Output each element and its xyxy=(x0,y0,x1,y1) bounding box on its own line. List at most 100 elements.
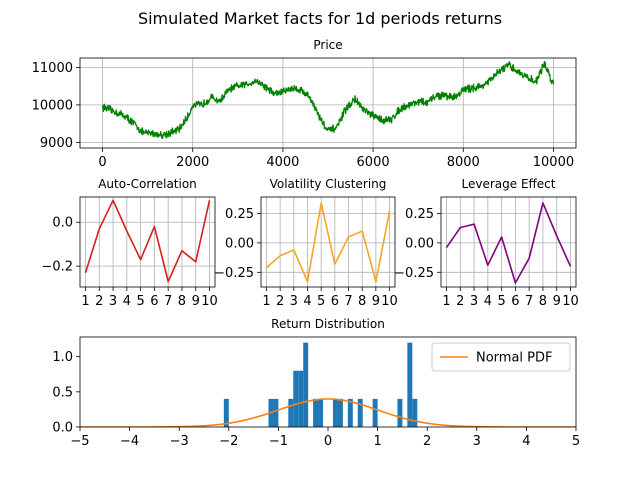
autocorr-xtick-label: 10 xyxy=(201,294,218,309)
chart-leverage: 1 2 3 4 5 6 7 8 9 10 −0.25 0.00 0.25 Leverage Effect xyxy=(394,177,579,309)
chart-price: 0 2000 4000 6000 8000 10000 9000 10000 11000 Pric… xyxy=(32,38,577,170)
retdist-bar xyxy=(407,342,413,427)
retdist-bar xyxy=(412,398,418,427)
chart-volclust: 1 2 3 4 5 6 7 8 9 10 −0.25 0.00 0.25 Volatility Clust… xyxy=(214,177,398,309)
leverage-axes-frame xyxy=(440,196,577,288)
retdist-bar xyxy=(288,398,294,427)
price-ytick-label: 11000 xyxy=(32,61,73,76)
price-xtick-label: 0 xyxy=(98,155,106,170)
retdist-ytick-label: 0.5 xyxy=(52,385,73,400)
volclust-xtick-label: 9 xyxy=(372,294,380,309)
retdist-bar xyxy=(372,398,378,427)
price-series-line xyxy=(101,61,555,140)
retdist-xtick-label: 4 xyxy=(522,434,530,449)
leverage-xtick-label: 8 xyxy=(539,294,547,309)
retdist-ytick-label: 0.0 xyxy=(52,421,73,436)
autocorr-xtick-label: 9 xyxy=(192,294,200,309)
volclust-xtick-label: 4 xyxy=(303,294,311,309)
leverage-xtick-label: 10 xyxy=(562,294,579,309)
retdist-xtick-label: 5 xyxy=(572,434,580,449)
retdist-bar xyxy=(332,398,338,427)
retdist-bar xyxy=(298,370,304,427)
retdist-xtick-label: −3 xyxy=(170,434,189,449)
leverage-title: Leverage Effect xyxy=(462,177,556,191)
volclust-series-line xyxy=(265,202,391,283)
leverage-ytick-label: 0.25 xyxy=(405,207,434,222)
price-xtick-label: 2000 xyxy=(176,155,209,170)
volclust-xtick-label: 8 xyxy=(358,294,366,309)
autocorr-series-line xyxy=(84,199,211,283)
volclust-ytick-label: 0.00 xyxy=(225,236,254,251)
volclust-plot-area xyxy=(265,202,391,283)
figure-title: Simulated Market facts for 1d periods re… xyxy=(138,9,502,28)
retdist-xtick-label: −1 xyxy=(269,434,288,449)
retdist-xtick-label: 3 xyxy=(473,434,481,449)
retdist-bar xyxy=(223,398,229,427)
volclust-ytick-label: −0.25 xyxy=(214,266,254,281)
autocorr-axes-frame xyxy=(79,196,216,288)
autocorr-ytick-label: −0.2 xyxy=(41,260,73,275)
autocorr-ytick-label: 0.0 xyxy=(52,216,73,231)
leverage-series-line xyxy=(445,202,572,284)
retdist-bar xyxy=(318,398,324,427)
retdist-legend-label: Normal PDF xyxy=(476,351,553,366)
volclust-title: Volatility Clustering xyxy=(270,177,387,191)
retdist-bar xyxy=(347,398,353,427)
autocorr-xtick-label: 3 xyxy=(109,294,117,309)
volclust-xtick-label: 2 xyxy=(276,294,284,309)
autocorr-title: Auto-Correlation xyxy=(98,177,197,191)
retdist-xtick-label: −5 xyxy=(70,434,89,449)
volclust-xtick-label: 6 xyxy=(331,294,339,309)
leverage-xtick-label: 9 xyxy=(553,294,561,309)
chart-autocorr: 1 2 3 4 5 6 7 8 9 10 −0.2 0.0 Auto-Correlation xyxy=(41,177,217,309)
retdist-bar xyxy=(293,370,299,427)
autocorr-xtick-label: 7 xyxy=(164,294,172,309)
price-title: Price xyxy=(313,38,342,52)
retdist-legend-box xyxy=(431,342,571,372)
chart-retdist: −5 −4 −3 −2 −1 0 1 2 3 4 5 0.0 0.5 1.0 Return Distribu… xyxy=(52,317,580,449)
volclust-xtick-label: 7 xyxy=(344,294,352,309)
retdist-legend: Normal PDF xyxy=(431,342,571,372)
retdist-bar xyxy=(337,398,343,427)
retdist-xtick-label: −4 xyxy=(120,434,139,449)
leverage-xtick-label: 3 xyxy=(470,294,478,309)
retdist-bar xyxy=(303,342,309,427)
volclust-xtick-label: 5 xyxy=(317,294,325,309)
price-xtick-label: 4000 xyxy=(266,155,299,170)
leverage-ytick-label: 0.00 xyxy=(405,236,434,251)
autocorr-xtick-label: 1 xyxy=(81,294,89,309)
price-ytick-label: 9000 xyxy=(40,136,73,151)
volclust-axes-frame xyxy=(260,196,396,288)
volclust-xtick-label: 10 xyxy=(381,294,398,309)
retdist-xtick-label: 1 xyxy=(373,434,381,449)
volclust-xtick-label: 3 xyxy=(290,294,298,309)
price-xtick-label: 10000 xyxy=(533,155,574,170)
leverage-xtick-label: 6 xyxy=(511,294,519,309)
leverage-xtick-label: 7 xyxy=(525,294,533,309)
retdist-bar xyxy=(397,398,403,427)
retdist-xtick-label: 2 xyxy=(423,434,431,449)
leverage-xtick-label: 1 xyxy=(442,294,450,309)
price-plot-area xyxy=(101,61,555,140)
volclust-xtick-label: 1 xyxy=(262,294,270,309)
autocorr-plot-area xyxy=(84,199,211,283)
retdist-title: Return Distribution xyxy=(271,317,385,331)
volclust-axes-background xyxy=(261,197,395,287)
retdist-ytick-label: 1.0 xyxy=(52,350,73,365)
retdist-bar xyxy=(313,398,319,427)
leverage-xtick-label: 2 xyxy=(456,294,464,309)
autocorr-xtick-label: 5 xyxy=(136,294,144,309)
retdist-bar xyxy=(357,398,363,427)
price-axes-frame xyxy=(79,57,577,149)
retdist-xtick-label: −2 xyxy=(219,434,238,449)
volclust-ytick-label: 0.25 xyxy=(225,207,254,222)
price-axes-background xyxy=(80,58,576,148)
price-xtick-label: 8000 xyxy=(447,155,480,170)
price-ytick-label: 10000 xyxy=(32,98,73,113)
retdist-bar xyxy=(273,398,279,427)
price-xtick-label: 6000 xyxy=(357,155,390,170)
leverage-xtick-label: 5 xyxy=(497,294,505,309)
retdist-xtick-label: 0 xyxy=(324,434,332,449)
leverage-xtick-label: 4 xyxy=(484,294,492,309)
